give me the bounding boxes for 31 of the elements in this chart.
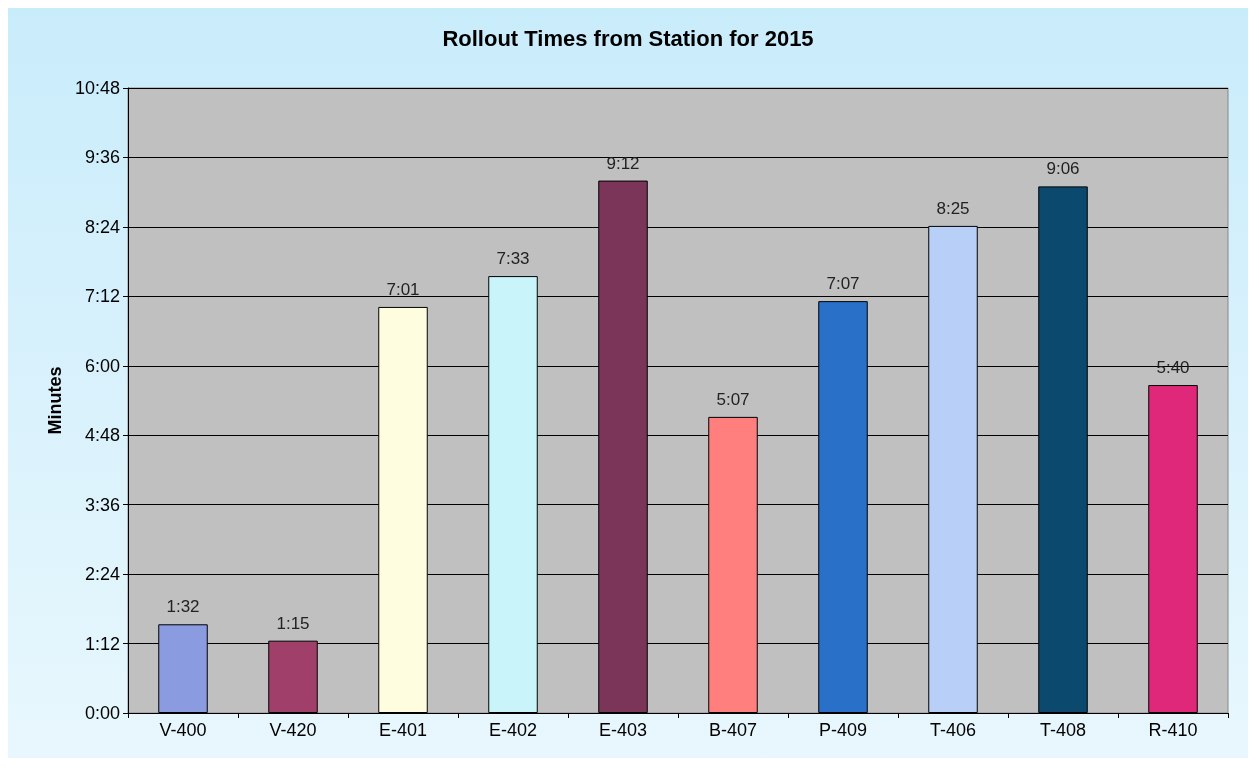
- data-label: 7:01: [386, 279, 420, 299]
- y-tick-label: 3:36: [84, 494, 120, 515]
- y-tick-label: 0:00: [84, 703, 120, 723]
- data-label: 9:12: [606, 153, 640, 173]
- x-tick-label: E-403: [598, 720, 648, 740]
- x-tick-label: V-400: [159, 720, 207, 740]
- y-tick-label: 4:48: [84, 425, 120, 446]
- chart-title: Rollout Times from Station for 2015: [442, 25, 814, 51]
- y-tick-label: 6:00: [84, 355, 120, 376]
- y-tick-label: 9:36: [84, 147, 120, 168]
- x-tick-label: E-402: [488, 720, 538, 740]
- data-label: 1:15: [276, 613, 310, 633]
- x-tick-label: B-407: [708, 720, 758, 740]
- x-tick-label: R-410: [1148, 720, 1198, 740]
- data-label: 8:25: [936, 198, 970, 218]
- y-axis-title: Minutes: [45, 366, 66, 435]
- data-label: 1:32: [166, 597, 200, 617]
- data-label: 5:07: [716, 389, 750, 409]
- y-tick-label: 8:24: [84, 216, 120, 237]
- y-tick-label: 10:48: [74, 78, 120, 98]
- x-tick-label: E-401: [378, 720, 428, 740]
- x-tick-label: T-408: [1039, 720, 1087, 740]
- data-label: 9:06: [1046, 159, 1080, 179]
- data-label: 7:33: [496, 249, 530, 269]
- y-tick-label: 7:12: [84, 286, 120, 307]
- x-tick-label: T-406: [929, 720, 977, 740]
- x-tick-label: V-420: [269, 720, 317, 740]
- data-label: 7:07: [826, 274, 860, 294]
- y-tick-label: 1:12: [84, 633, 120, 654]
- x-tick-label: P-409: [818, 720, 868, 740]
- y-tick-label: 2:24: [84, 564, 120, 585]
